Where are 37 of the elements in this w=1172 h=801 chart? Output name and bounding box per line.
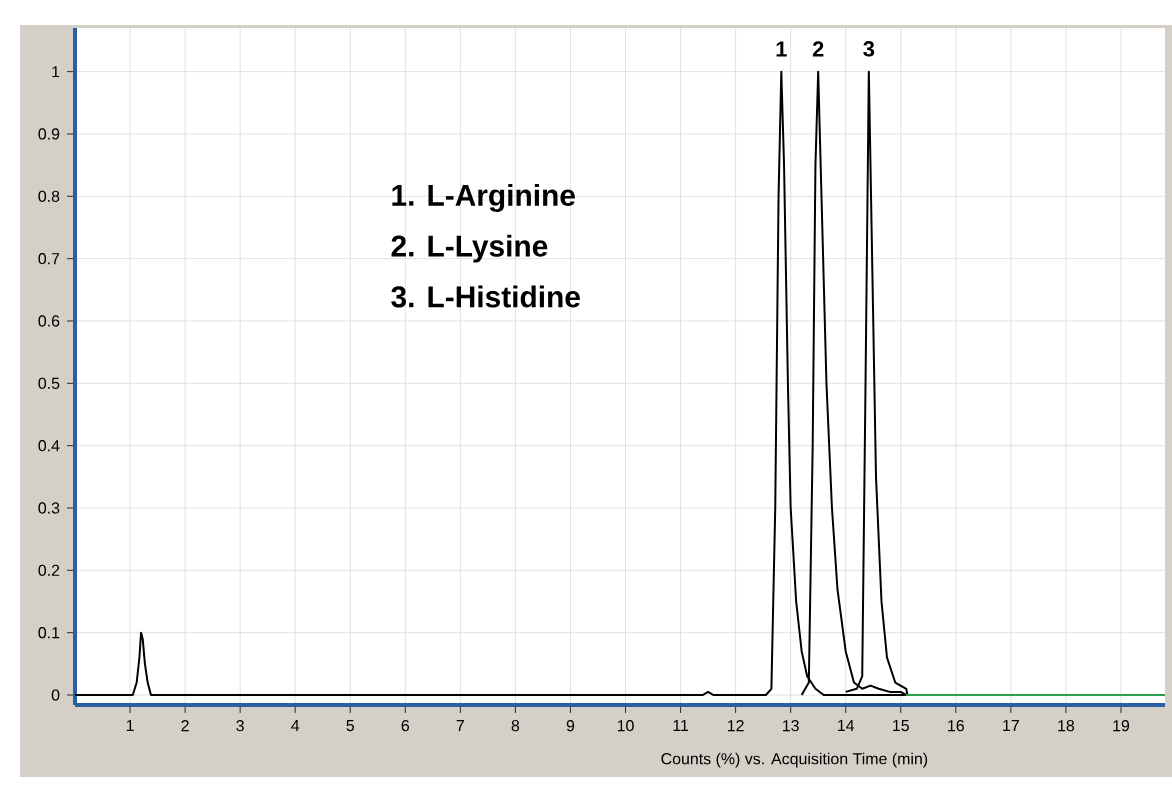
x-tick-label: 4 <box>291 720 300 731</box>
x-tick-label: 10 <box>617 720 634 732</box>
y-tick-label: 0.2 <box>38 564 60 576</box>
annotation: 1. L-Arginine <box>392 183 575 212</box>
x-tick-label: 8 <box>511 720 520 732</box>
y-tick-label: 0.7 <box>38 253 60 265</box>
x-tick-label: 6 <box>401 720 410 732</box>
y-tick-label: 0.9 <box>38 128 60 140</box>
x-tick-label: 14 <box>838 720 855 731</box>
x-axis-title: Counts (%) vs. Acquisition Time (min) <box>661 752 928 768</box>
annotation: 3 <box>863 41 875 57</box>
annotation: 3. L-Histidine <box>391 285 580 308</box>
y-tick-label: 0.4 <box>38 440 60 452</box>
x-tick-label: 13 <box>783 720 799 732</box>
annotation: 2. L-Lysine <box>391 234 548 263</box>
y-tick-label: 0 <box>51 689 60 701</box>
x-tick-label: 5 <box>346 720 355 732</box>
y-tick-label: 0.6 <box>38 315 60 327</box>
x-tick-label: 16 <box>948 720 964 732</box>
x-tick-label: 7 <box>456 720 464 731</box>
x-tick-label: 11 <box>673 720 689 731</box>
y-tick-label: 0.8 <box>38 190 60 202</box>
x-tick-label: 19 <box>1113 720 1130 732</box>
y-tick-label: 0.1 <box>38 627 60 639</box>
y-tick-label: 0.3 <box>38 502 60 514</box>
y-tick-label: 0.5 <box>38 377 60 389</box>
annotation: 2 <box>812 41 824 57</box>
x-tick-label: 17 <box>1003 720 1019 731</box>
x-tick-label: 2 <box>181 720 189 732</box>
x-tick-label: 3 <box>236 720 244 732</box>
x-tick-label: 12 <box>727 720 744 732</box>
annotation: 1 <box>776 41 787 57</box>
x-tick-label: 9 <box>566 720 575 732</box>
x-tick-label: 15 <box>893 720 909 732</box>
y-tick-label: 1 <box>52 66 60 78</box>
x-tick-label: 1 <box>126 720 134 731</box>
x-tick-label: 18 <box>1058 720 1075 732</box>
